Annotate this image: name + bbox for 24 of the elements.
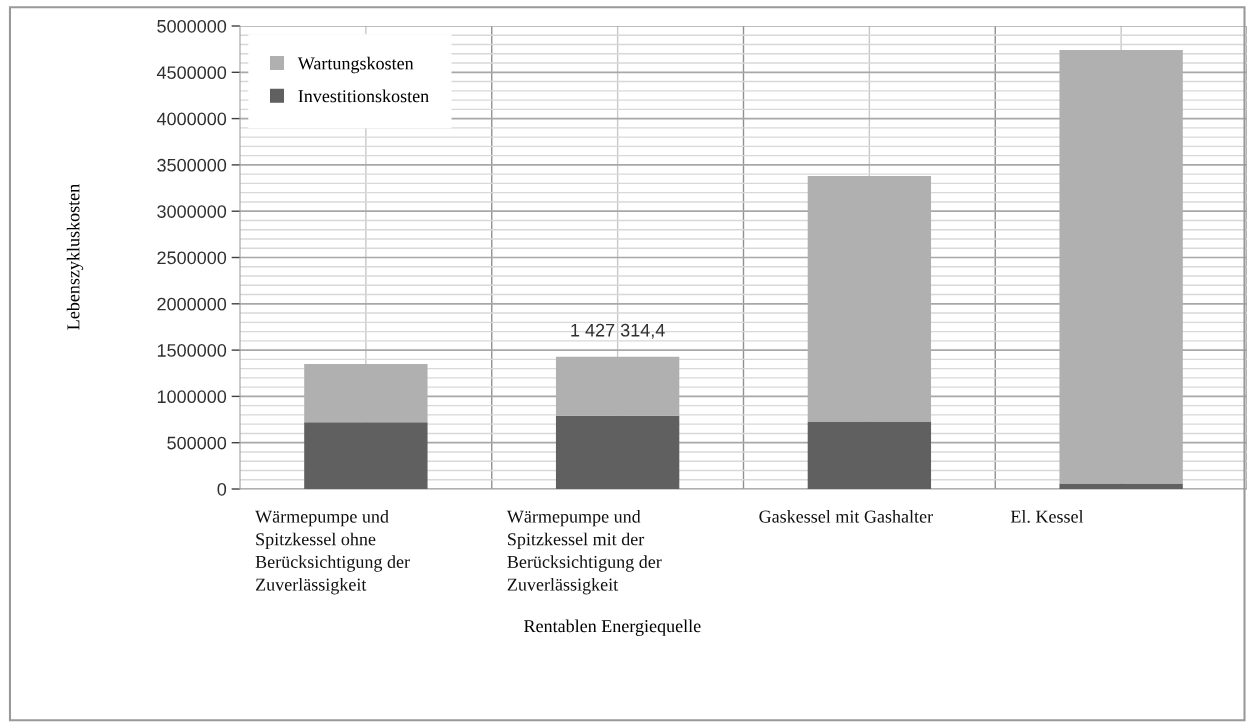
y-tick-label: 3500000: [157, 158, 227, 172]
y-tick-label: 2000000: [157, 297, 227, 311]
x-tick-label: Gaskessel mit Gashalter: [759, 510, 933, 523]
y-tick-label: 4500000: [156, 66, 227, 80]
y-tick-label: 2500000: [157, 251, 227, 265]
total-label: 1 427 314,4: [571, 323, 665, 339]
bar: [807, 421, 932, 489]
y-tick-label: 1000000: [157, 390, 227, 404]
y-tick-label: 3000000: [157, 205, 227, 218]
y-axis-title: Lebenszykluskosten: [66, 184, 84, 330]
legend-label: Investitionskosten: [298, 89, 429, 103]
y-tick-label: 0: [217, 482, 227, 496]
y-tick-label: 4000000: [156, 112, 227, 126]
x-tick-label: Wärmepumpe und Spitzkessel ohne Berücksichtigung der Zuverlässigkeit: [255, 510, 410, 595]
x-axis-title: Rentablen Energiequelle: [524, 619, 701, 636]
legend-label: Wartungskosten: [297, 56, 414, 74]
bar: [304, 422, 428, 489]
y-tick-label: 1500000: [157, 344, 227, 357]
bar: [1059, 483, 1183, 489]
x-tick-label: El. Kessel: [1010, 510, 1084, 523]
x-tick-label: Wärmepumpe und Spitzkessel mit der Berücksichtigung der Zuverlässigkeit: [506, 510, 662, 595]
bar: [555, 415, 680, 489]
y-tick-label: 5000000: [157, 19, 227, 33]
y-tick-label: 500000: [167, 436, 227, 450]
